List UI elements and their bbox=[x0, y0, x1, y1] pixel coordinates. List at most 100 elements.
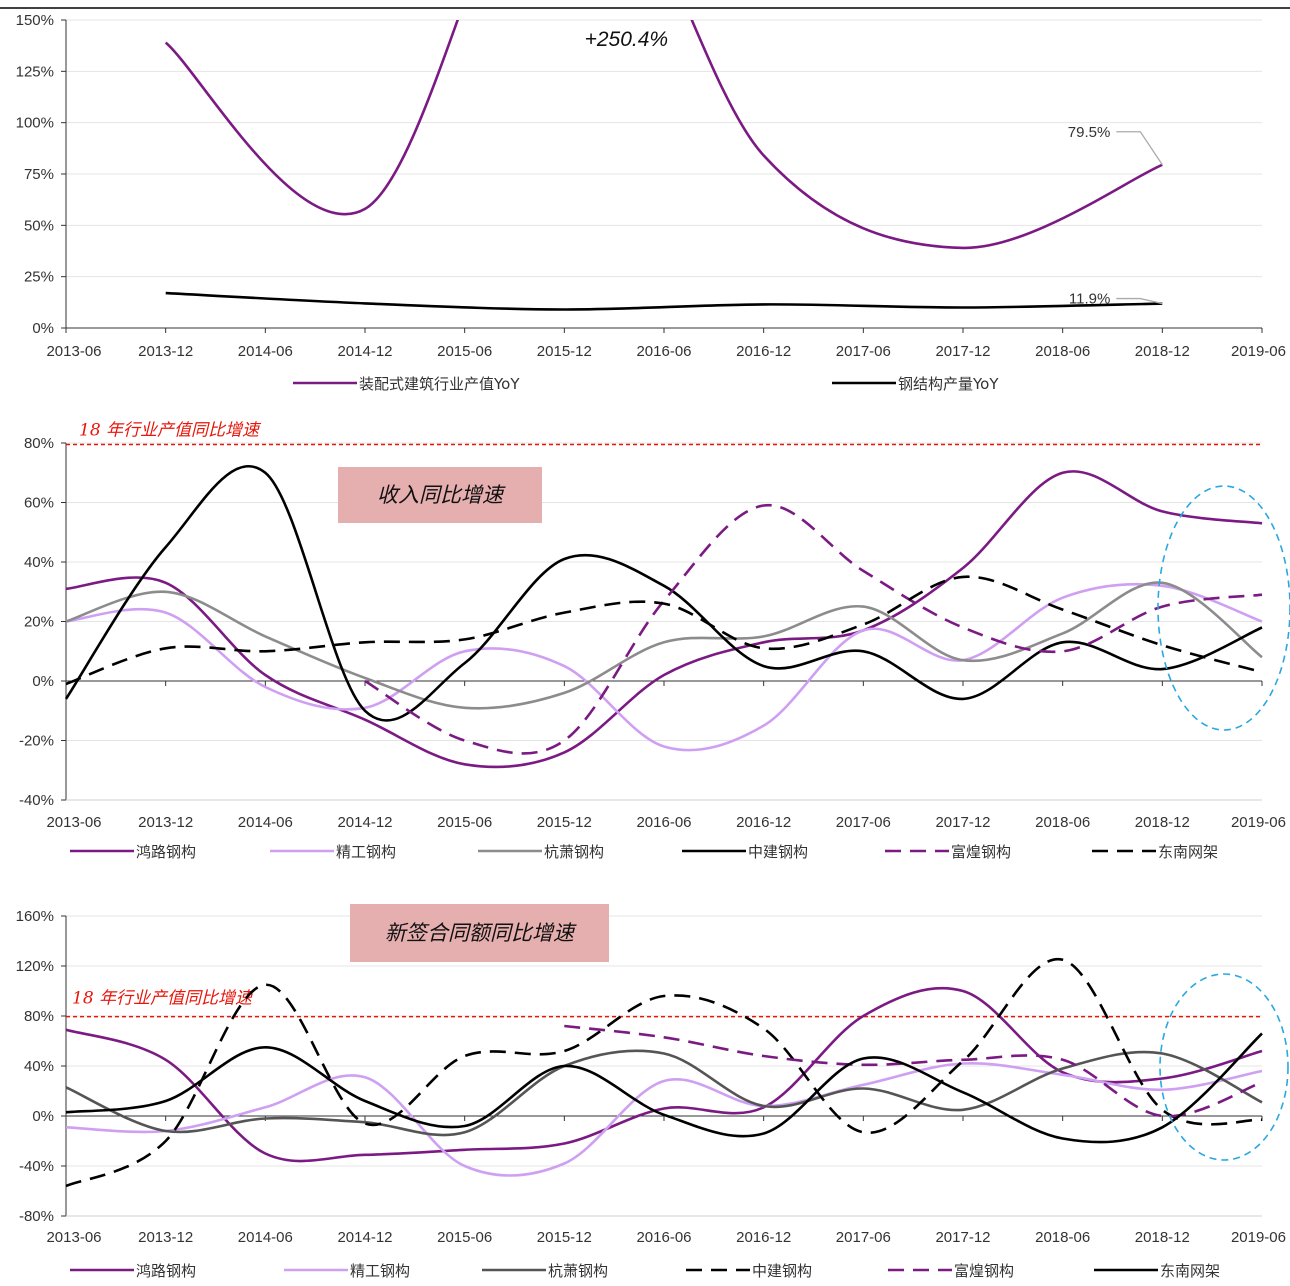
x-tick-label: 2014-06 bbox=[238, 1229, 293, 1246]
y-tick-label: 40% bbox=[24, 554, 54, 571]
x-tick-label: 2015-12 bbox=[537, 343, 592, 360]
y-tick-label: -80% bbox=[19, 1208, 54, 1225]
x-tick-label: 2017-12 bbox=[935, 814, 990, 831]
chart-2: -40% -20% 0% 20% 40% 60% 80% 2013-06 2013-12 2014… bbox=[19, 420, 1290, 861]
x-tick-label: 2018-12 bbox=[1135, 814, 1190, 831]
series-line-4 bbox=[65, 958, 1263, 1188]
y-tick-label: 150% bbox=[16, 12, 54, 29]
annotation-leader bbox=[1116, 131, 1163, 166]
reference-line-label: 18 年行业产值同比增速 bbox=[79, 420, 262, 440]
series-line-1 bbox=[65, 986, 1263, 1163]
series-line-6 bbox=[65, 575, 1263, 686]
legend-label: 中建钢构 bbox=[748, 843, 808, 861]
y-tick-label: 160% bbox=[16, 908, 54, 925]
x-tick-label: 2016-06 bbox=[636, 814, 691, 831]
chart-title: 新签合同额同比增速 bbox=[385, 921, 577, 945]
legend-label: 杭萧钢构 bbox=[544, 843, 604, 861]
x-tick-label: 2013-12 bbox=[138, 1229, 193, 1246]
x-tick-label: 2013-06 bbox=[46, 814, 101, 831]
x-tick-label: 2017-12 bbox=[935, 343, 990, 360]
x-tick-label: 2018-12 bbox=[1135, 343, 1190, 360]
y-tick-label: 80% bbox=[24, 1008, 54, 1025]
reference-line-label: 18 年行业产值同比增速 bbox=[72, 989, 255, 1009]
legend-label: 东南网架 bbox=[1158, 843, 1218, 861]
x-tick-label: 2015-06 bbox=[437, 1229, 492, 1246]
annotation-leader bbox=[1116, 297, 1163, 305]
y-tick-label: 0% bbox=[32, 673, 54, 690]
x-tick-label: 2018-12 bbox=[1135, 1229, 1190, 1246]
legend-label: 杭萧钢构 bbox=[548, 1262, 608, 1280]
x-tick-label: 2019-06 bbox=[1231, 814, 1286, 831]
y-tick-label: 50% bbox=[24, 217, 54, 234]
x-tick-label: 2013-06 bbox=[46, 1229, 101, 1246]
y-tick-label: 0% bbox=[32, 320, 54, 337]
chart-1: 0% 25% 50% 75% 100% 125% 150% 2013-06 2013-12 201… bbox=[16, 12, 1286, 393]
x-tick-label: 2014-12 bbox=[337, 814, 392, 831]
legend-label: 鸿路钢构 bbox=[136, 843, 196, 861]
x-tick-label: 2017-06 bbox=[836, 1229, 891, 1246]
y-tick-label: 25% bbox=[24, 269, 54, 286]
x-tick-label: 2018-06 bbox=[1035, 343, 1090, 360]
x-tick-label: 2016-12 bbox=[736, 814, 791, 831]
x-tick-label: 2018-06 bbox=[1035, 1229, 1090, 1246]
legend-label: 精工钢构 bbox=[350, 1262, 410, 1280]
x-tick-label: 2016-12 bbox=[736, 1229, 791, 1246]
x-tick-label: 2015-12 bbox=[537, 1229, 592, 1246]
legend-label: 东南网架 bbox=[1160, 1262, 1220, 1280]
series-line-3 bbox=[65, 581, 1263, 710]
x-tick-label: 2019-06 bbox=[1231, 343, 1286, 360]
chart-title-box bbox=[338, 467, 542, 523]
chart-title-box bbox=[350, 904, 609, 962]
chart-title: 收入同比增速 bbox=[377, 483, 506, 507]
series-line-2 bbox=[65, 582, 1263, 752]
y-tick-label: -40% bbox=[19, 792, 54, 809]
series-line-5 bbox=[564, 1024, 1263, 1118]
annotation-label: 79.5% bbox=[1068, 124, 1111, 141]
series-line-2 bbox=[165, 291, 1163, 311]
x-tick-label: 2019-06 bbox=[1231, 1229, 1286, 1246]
annotation-label: 11.9% bbox=[1069, 291, 1110, 308]
y-tick-label: 0% bbox=[32, 1108, 54, 1125]
y-tick-label: -20% bbox=[19, 733, 54, 750]
legend-label: 中建钢构 bbox=[752, 1262, 812, 1280]
highlight-ellipse bbox=[1159, 973, 1289, 1161]
chart-3: -80% -40% 0% 40% 80% 120% 160% 2013-06 2013-12 20… bbox=[16, 904, 1289, 1280]
x-tick-label: 2013-06 bbox=[46, 343, 101, 360]
series-line-5 bbox=[364, 504, 1263, 755]
x-tick-label: 2014-06 bbox=[238, 814, 293, 831]
x-tick-label: 2016-12 bbox=[736, 343, 791, 360]
legend-label: 富煌钢构 bbox=[951, 843, 1011, 861]
series-line-3 bbox=[65, 1049, 1263, 1137]
x-tick-label: 2016-06 bbox=[636, 1229, 691, 1246]
y-tick-label: 60% bbox=[24, 495, 54, 512]
y-tick-label: 100% bbox=[16, 115, 54, 132]
y-tick-label: 40% bbox=[24, 1058, 54, 1075]
x-tick-label: 2017-06 bbox=[836, 343, 891, 360]
series-line-4 bbox=[64, 464, 1263, 722]
y-tick-label: 75% bbox=[24, 166, 54, 183]
series-line-1 bbox=[164, 20, 1163, 250]
y-tick-label: 120% bbox=[16, 958, 54, 975]
legend-label: 精工钢构 bbox=[336, 843, 396, 861]
legend-label: 富煌钢构 bbox=[954, 1262, 1014, 1280]
x-tick-label: 2016-06 bbox=[636, 343, 691, 360]
series-line-1 bbox=[65, 470, 1263, 769]
series-line-2 bbox=[65, 1061, 1263, 1177]
y-tick-label: -40% bbox=[19, 1158, 54, 1175]
x-tick-label: 2015-12 bbox=[537, 814, 592, 831]
x-tick-label: 2013-12 bbox=[138, 814, 193, 831]
x-tick-label: 2018-06 bbox=[1035, 814, 1090, 831]
x-tick-label: 2014-12 bbox=[337, 343, 392, 360]
y-tick-label: 20% bbox=[24, 614, 54, 631]
y-tick-label: 125% bbox=[16, 63, 54, 80]
legend-label: 钢结构产量YoY bbox=[898, 375, 999, 393]
y-tick-label: 80% bbox=[24, 435, 54, 452]
x-tick-label: 2017-06 bbox=[836, 814, 891, 831]
x-tick-label: 2015-06 bbox=[437, 814, 492, 831]
x-tick-label: 2015-06 bbox=[437, 343, 492, 360]
x-tick-label: 2017-12 bbox=[935, 1229, 990, 1246]
x-tick-label: 2014-06 bbox=[238, 343, 293, 360]
highlight-ellipse bbox=[1157, 485, 1290, 731]
legend-label: 装配式建筑行业产值YoY bbox=[359, 375, 520, 393]
